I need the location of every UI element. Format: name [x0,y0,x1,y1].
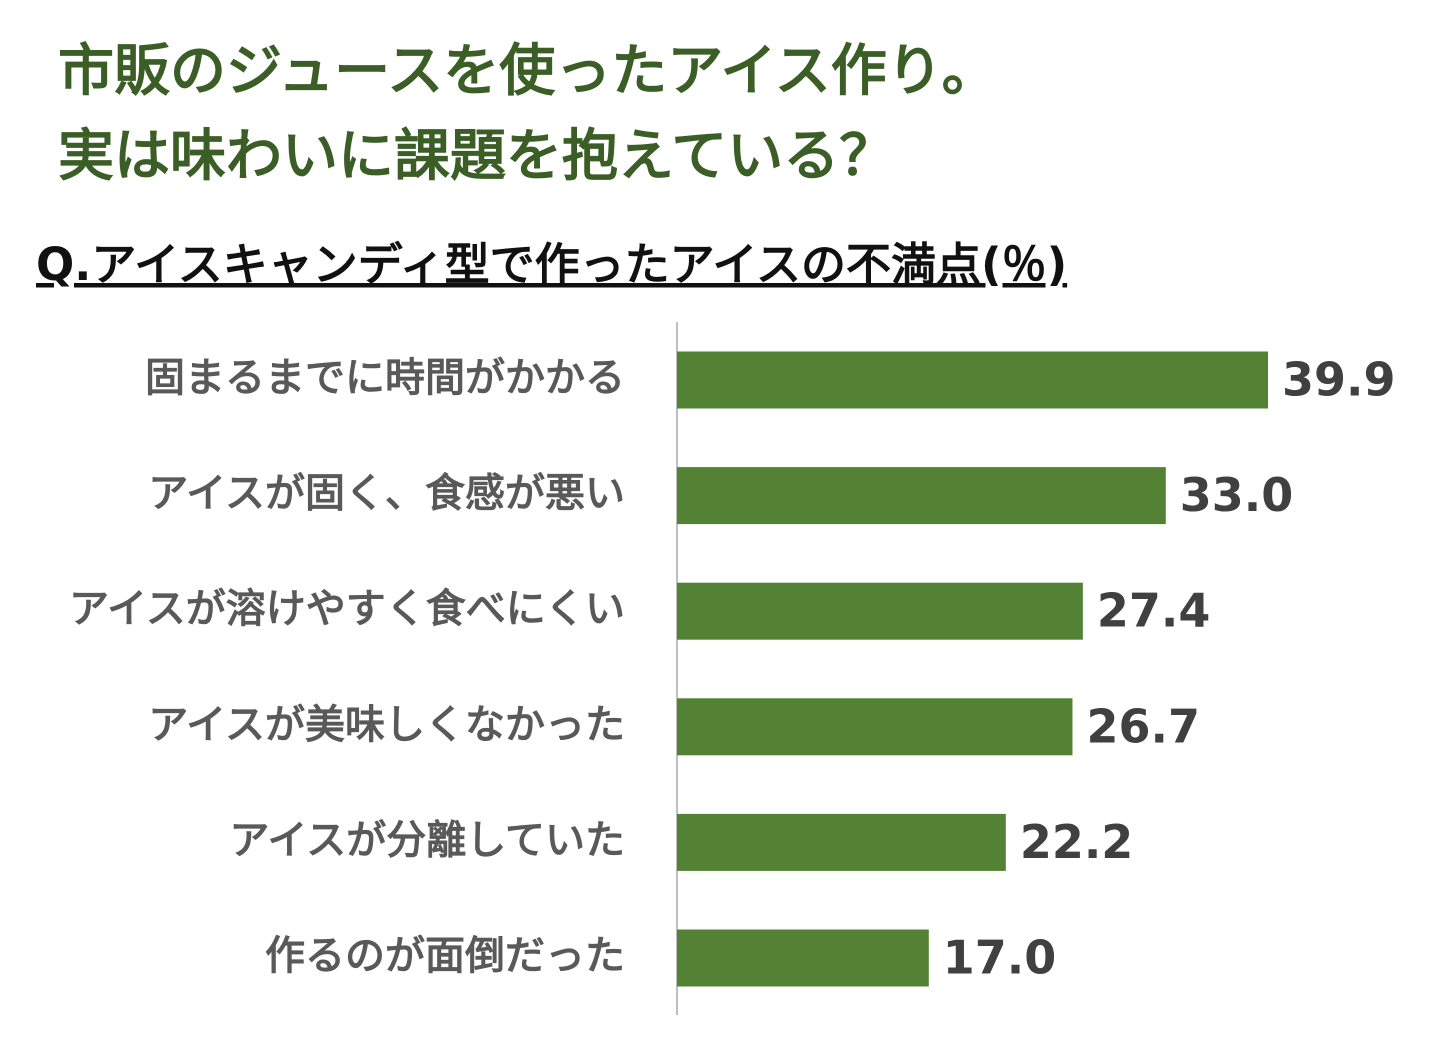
chart-title: 市販のジュースを使ったアイス作り。 [58,39,998,104]
bar [677,698,1073,756]
chart-subtitle: Q.アイスキャンディ型で作ったアイスの不満点(％) [36,238,1067,291]
category-label: アイスが美味しくなかった [148,702,625,748]
value-label: 17.0 [943,931,1056,985]
bar [677,929,929,987]
category-label: アイスが分離していた [229,817,625,863]
value-label: 22.2 [1020,815,1134,869]
bar [677,351,1268,409]
category-label: アイスが溶けやすく食べにくい [69,586,625,632]
category-label: 固まるまでに時間がかかる [145,355,625,401]
bar [677,813,1006,871]
value-label: 33.0 [1180,468,1294,522]
chart-title: 実は味わいに課題を抱えている？ [58,124,895,189]
bar [677,582,1083,640]
value-label: 39.9 [1282,353,1396,407]
value-label: 26.7 [1086,699,1200,753]
bar [677,467,1166,525]
category-label: アイスが固く、食感が悪い [148,471,625,517]
value-label: 27.4 [1097,584,1211,638]
category-label: 作るのが面倒だった [265,933,625,979]
